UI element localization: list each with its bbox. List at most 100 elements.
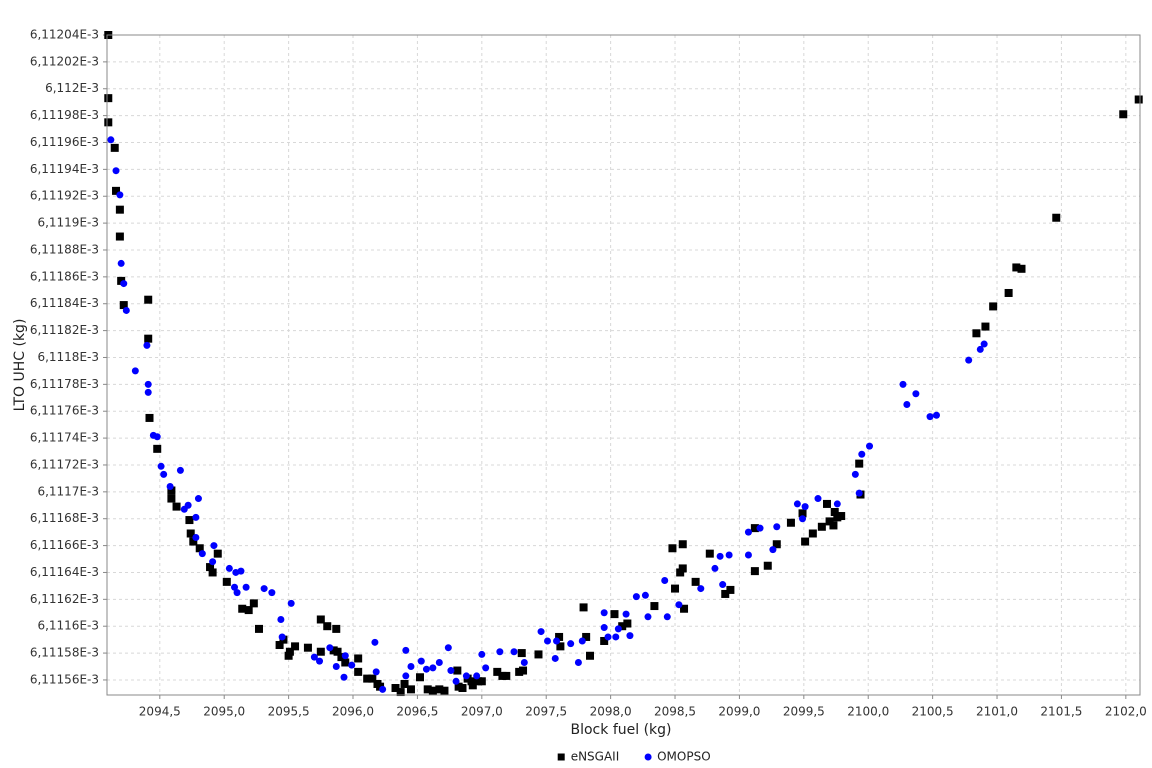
square-marker [117,276,126,285]
circle-marker [277,615,285,623]
square-marker [837,512,846,521]
x-axis-title: Block fuel (kg) [571,722,672,738]
square-marker [823,499,832,508]
square-marker [110,143,119,152]
x-tick-label: 2102,0 [1105,705,1147,719]
circle-marker [478,650,486,658]
marks [104,31,1143,697]
y-axis-title: LTO UHC (kg) [12,319,28,412]
y-tick-label: 6,11176E-3 [30,404,99,418]
circle-marker [510,648,518,656]
circle-marker [551,654,559,662]
square-marker [467,677,476,686]
square-marker [750,524,759,533]
circle-marker [965,356,973,364]
y-tick-label: 6,11164E-3 [30,565,99,579]
square-marker [195,544,204,553]
circle-marker [641,591,649,599]
circle-marker [912,390,920,398]
circle-marker [379,685,387,693]
square-marker [600,636,609,645]
square-marker [772,540,781,549]
circle-marker [600,609,608,617]
square-marker [172,502,181,511]
square-marker [189,537,198,546]
circle-marker [799,515,807,523]
square-marker [222,577,231,586]
circle-marker [553,637,561,645]
square-marker [341,658,350,667]
square-marker [145,413,154,422]
y-tick-label: 6,11188E-3 [30,242,99,256]
square-marker [167,486,176,495]
legend-label: OMOPSO [657,750,711,764]
square-marker [104,94,113,103]
circle-marker [626,632,634,640]
square-marker [275,641,284,650]
circle-marker [184,501,192,509]
circle-marker [855,489,863,497]
circle-marker [144,388,152,396]
circle-marker [192,513,200,521]
circle-marker [903,401,911,409]
circle-marker [157,462,165,470]
y-tick-label: 6,11168E-3 [30,511,99,525]
square-marker [678,564,687,573]
square-marker [213,549,222,558]
square-marker [1012,263,1021,272]
y-tick-label: 6,1116E-3 [37,619,99,633]
square-marker [829,521,838,530]
circle-marker [210,542,218,550]
circle-marker [452,677,460,685]
square-marker [1134,95,1143,104]
square-marker [285,647,294,656]
circle-marker [567,640,575,648]
square-marker [368,674,377,683]
square-marker [680,604,689,613]
square-marker [721,589,730,598]
circle-marker [744,551,752,559]
square-marker [115,232,124,241]
square-marker [400,679,409,688]
square-marker [458,684,467,693]
circle-marker [176,466,184,474]
circle-marker [447,667,455,675]
circle-marker [604,633,612,641]
x-tick-label: 2099,5 [783,705,825,719]
circle-marker [209,558,217,566]
y-tick-label: 6,11172E-3 [30,457,99,471]
circle-marker [278,633,286,641]
square-marker [981,322,990,331]
circle-marker [326,644,334,652]
square-marker [502,671,511,680]
square-marker [337,653,346,662]
square-marker [1017,264,1026,273]
x-tick-label: 2095,0 [203,705,245,719]
circle-marker [644,613,652,621]
square-marker [618,622,627,631]
y-tick-label: 6,11178E-3 [30,377,99,391]
y-tick-label: 6,11192E-3 [30,189,99,203]
square-marker [623,619,632,628]
square-marker [376,682,385,691]
square-marker [316,615,325,624]
square-marker [556,642,565,651]
square-marker [323,622,332,631]
square-marker [396,688,405,697]
x-tick-label: 2097,0 [461,705,503,719]
square-marker [705,549,714,558]
y-tick-label: 6,11184E-3 [30,296,99,310]
square-marker [801,537,810,546]
circle-marker [793,500,801,508]
square-marker [1004,288,1013,297]
circle-marker [578,637,586,645]
square-marker [119,301,128,310]
circle-marker [600,624,608,632]
circle-marker [614,625,622,633]
square-marker [185,516,194,525]
y-tick-label: 6,1119E-3 [37,216,99,230]
y-tick-label: 6,1118E-3 [37,350,99,364]
circle-marker [932,411,940,419]
square-marker [238,604,247,613]
y-tick-label: 6,112E-3 [45,81,99,95]
